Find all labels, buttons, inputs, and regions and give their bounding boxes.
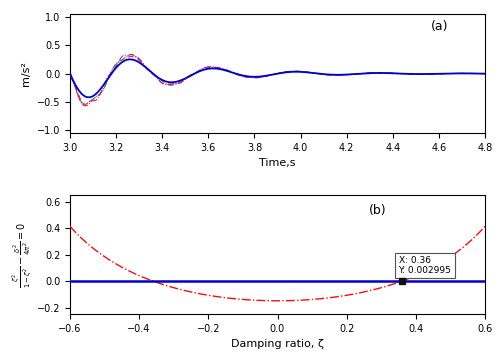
Y-axis label: m/s²: m/s²	[21, 61, 31, 86]
Y-axis label: $\frac{\zeta^2}{1-\zeta^2}-\frac{\delta^2}{4\pi^2}=0$: $\frac{\zeta^2}{1-\zeta^2}-\frac{\delta^…	[10, 222, 32, 288]
Text: (a): (a)	[431, 20, 448, 32]
X-axis label: Time,s: Time,s	[259, 158, 296, 168]
Text: (b): (b)	[369, 204, 386, 217]
X-axis label: Damping ratio, ζ: Damping ratio, ζ	[231, 340, 324, 349]
Text: X: 0.36
Y: 0.002995: X: 0.36 Y: 0.002995	[398, 256, 452, 275]
